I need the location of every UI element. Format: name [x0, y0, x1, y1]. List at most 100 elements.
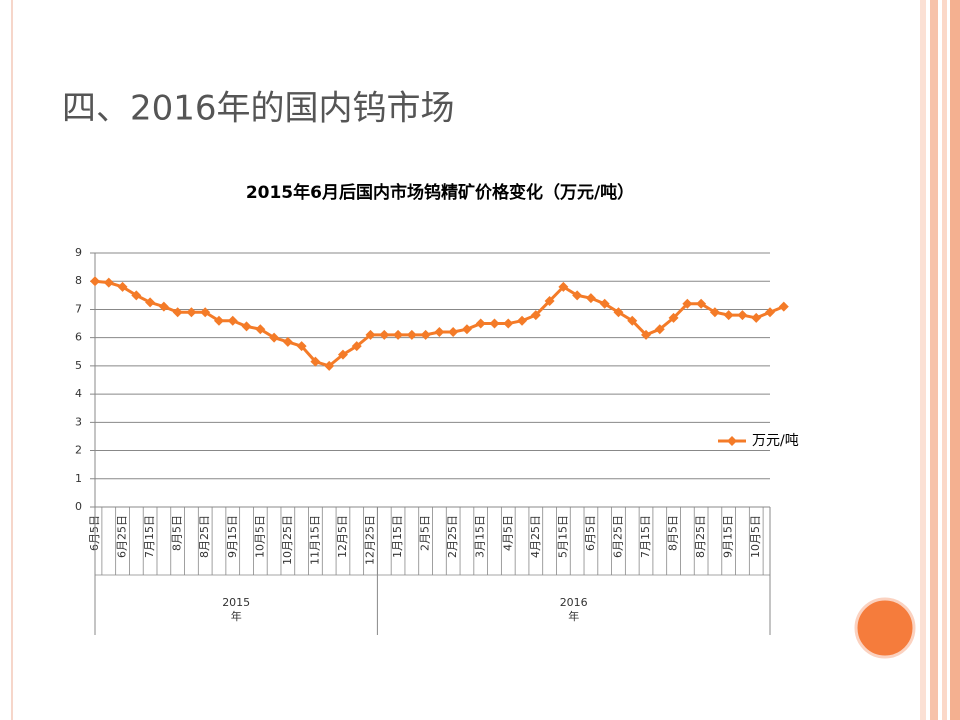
- marker: [296, 341, 307, 352]
- slide-title: 四、2016年的国内钨市场: [62, 89, 455, 129]
- marker: [255, 324, 266, 335]
- stripe: [950, 0, 960, 720]
- marker: [145, 297, 156, 308]
- marker: [103, 277, 114, 288]
- marker: [90, 276, 100, 287]
- marker: [158, 301, 169, 312]
- marker: [213, 315, 224, 326]
- stripe: [942, 0, 947, 720]
- marker: [351, 341, 362, 352]
- marker: [131, 290, 142, 301]
- marker: [337, 349, 348, 360]
- x-tick-label: 2月5日: [419, 515, 432, 551]
- marker: [489, 318, 500, 329]
- marker: [585, 293, 596, 304]
- x-tick-label: 12月25日: [364, 515, 377, 565]
- group-label: 2015年: [222, 596, 251, 623]
- marker: [558, 281, 569, 292]
- x-tick-label: 6月25日: [611, 515, 624, 558]
- y-tick-label: 0: [75, 500, 82, 513]
- marker: [751, 312, 762, 323]
- y-tick-label: 2: [75, 444, 82, 457]
- marker: [475, 318, 486, 329]
- x-tick-label: 10月25日: [281, 515, 294, 565]
- chart-title: 2015年6月后国内市场钨精矿价格变化（万元/吨）: [246, 182, 634, 203]
- x-tick-label: 8月25日: [198, 515, 211, 558]
- marker: [696, 298, 707, 309]
- marker: [503, 318, 514, 329]
- stripe: [920, 0, 926, 720]
- y-tick-label: 7: [75, 302, 82, 315]
- x-tick-label: 12月5日: [336, 515, 349, 558]
- marker: [379, 329, 390, 340]
- marker: [627, 315, 638, 326]
- marker: [282, 336, 293, 347]
- y-tick-label: 9: [75, 246, 82, 259]
- x-tick-label: 9月15日: [226, 515, 239, 558]
- x-tick-label: 6月5日: [584, 515, 597, 551]
- marker: [269, 332, 280, 343]
- x-tick-label: 4月25日: [529, 515, 542, 558]
- x-tick-label: 5月15日: [556, 515, 569, 558]
- x-tick-label: 4月5日: [501, 515, 514, 551]
- marker: [682, 298, 693, 309]
- stripe: [930, 0, 938, 720]
- marker: [572, 290, 583, 301]
- marker: [765, 307, 775, 318]
- x-tick-label: 7月15日: [143, 515, 156, 558]
- x-tick-label: 1月15日: [391, 515, 404, 558]
- marker: [448, 327, 459, 338]
- marker: [310, 356, 321, 367]
- y-tick-label: 8: [75, 274, 82, 287]
- group-label: 2016年: [559, 596, 588, 623]
- marker: [241, 321, 252, 332]
- marker: [227, 315, 238, 326]
- x-tick-label: 3月15日: [474, 515, 487, 558]
- legend-text: 万元/吨: [752, 433, 799, 449]
- marker: [599, 298, 610, 309]
- marker: [613, 307, 624, 318]
- marker: [544, 295, 555, 306]
- x-tick-label: 8月5日: [667, 515, 680, 551]
- marker: [434, 327, 445, 338]
- marker: [186, 307, 197, 318]
- marker: [641, 329, 652, 340]
- marker: [461, 324, 472, 335]
- marker: [393, 329, 404, 340]
- y-tick-label: 6: [75, 331, 82, 344]
- marker: [406, 329, 417, 340]
- marker: [420, 329, 431, 340]
- marker: [778, 301, 789, 312]
- marker: [737, 310, 748, 321]
- marker: [654, 324, 665, 335]
- marker: [172, 307, 183, 318]
- marker: [723, 310, 734, 321]
- x-tick-label: 10月5日: [749, 515, 762, 558]
- marker: [117, 281, 128, 292]
- y-tick-label: 1: [75, 472, 82, 485]
- x-tick-label: 11月15日: [308, 515, 321, 565]
- group-label-box: 2015年: [222, 596, 251, 623]
- group-label-box: 2016年: [559, 596, 588, 623]
- marker: [517, 315, 528, 326]
- y-tick-label: 4: [75, 387, 82, 400]
- marker: [668, 312, 679, 323]
- marker: [324, 360, 335, 371]
- marker: [709, 307, 720, 318]
- y-tick-label: 3: [75, 415, 82, 428]
- x-tick-label: 8月5日: [171, 515, 184, 551]
- x-tick-label: 9月15日: [722, 515, 735, 558]
- decor-circle: [854, 597, 916, 659]
- marker: [200, 307, 211, 318]
- marker: [530, 310, 541, 321]
- x-tick-label: 7月15日: [639, 515, 652, 558]
- x-tick-label: 8月25日: [694, 515, 707, 558]
- y-tick-label: 5: [75, 359, 82, 372]
- x-tick-label: 2月25日: [446, 515, 459, 558]
- x-tick-label: 10月5日: [253, 515, 266, 558]
- legend-marker: [727, 436, 737, 446]
- marker: [365, 329, 376, 340]
- x-tick-label: 6月25日: [116, 515, 129, 558]
